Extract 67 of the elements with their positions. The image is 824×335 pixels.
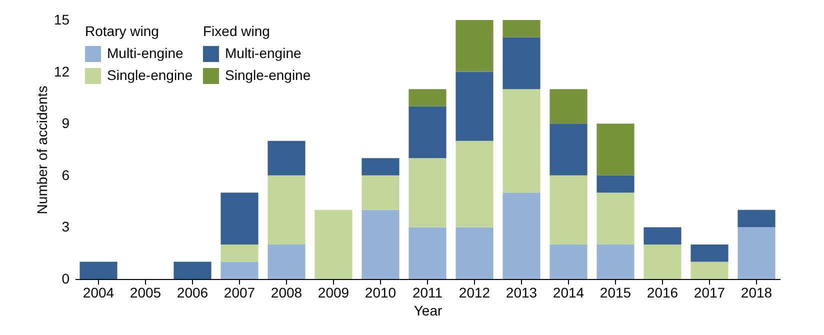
bar xyxy=(456,227,494,279)
bar xyxy=(596,175,634,193)
bar xyxy=(738,210,776,228)
bar xyxy=(174,262,212,279)
bar xyxy=(220,244,258,262)
x-axis-title: Year xyxy=(414,302,442,318)
x-tick-label: 2006 xyxy=(176,284,208,300)
bar xyxy=(314,210,352,279)
bar xyxy=(690,262,728,279)
y-tick-label: 9 xyxy=(62,115,70,132)
y-tick-label: 0 xyxy=(62,270,70,286)
bar xyxy=(220,262,258,279)
bar xyxy=(644,227,682,244)
x-tick-label: 2004 xyxy=(82,284,114,300)
bar xyxy=(362,210,400,279)
bar xyxy=(596,192,634,244)
bar xyxy=(502,192,540,279)
bar xyxy=(268,244,306,279)
bar xyxy=(456,72,494,141)
bar xyxy=(408,158,446,228)
legend-label: Single-engine xyxy=(107,67,193,83)
bar xyxy=(596,244,634,279)
bar xyxy=(268,140,306,176)
y-tick-label: 6 xyxy=(62,166,70,183)
y-tick-label: 3 xyxy=(62,218,70,235)
x-tick-label: 2015 xyxy=(600,284,632,300)
bar xyxy=(596,124,634,176)
bar xyxy=(690,244,728,262)
bar xyxy=(220,192,258,244)
legend-label: Multi-engine xyxy=(107,45,184,61)
bar xyxy=(456,140,494,228)
x-tick-label: 2008 xyxy=(270,284,302,300)
annotation: Fixed wing xyxy=(203,23,270,39)
bar xyxy=(362,158,400,176)
legend-label: Multi-engine xyxy=(225,45,302,61)
bar xyxy=(738,227,776,279)
x-tick-label: 2017 xyxy=(694,284,726,300)
x-tick-label: 2014 xyxy=(552,284,584,300)
x-tick-label: 2012 xyxy=(458,284,490,300)
bar xyxy=(456,20,494,72)
bar xyxy=(80,262,118,279)
x-tick-label: 2010 xyxy=(364,284,396,300)
bar xyxy=(502,20,540,38)
y-tick-label: 12 xyxy=(54,63,70,80)
annotation: Rotary wing xyxy=(85,23,159,39)
bar xyxy=(550,89,588,124)
x-tick-label: 2016 xyxy=(646,284,678,300)
x-tick-label: 2011 xyxy=(412,284,443,300)
x-tick-label: 2013 xyxy=(506,284,538,300)
x-tick-label: 2009 xyxy=(318,284,350,300)
bar xyxy=(408,89,446,106)
x-tick-label: 2007 xyxy=(224,284,256,300)
bar xyxy=(502,89,540,193)
x-tick-label: 2018 xyxy=(740,284,772,300)
bar xyxy=(550,124,588,176)
legend-label: Single-engine xyxy=(225,67,311,83)
bar xyxy=(408,106,446,158)
bar xyxy=(550,244,588,279)
bar xyxy=(408,227,446,279)
bar xyxy=(644,244,682,279)
y-tick-label: 15 xyxy=(54,12,70,28)
bar xyxy=(550,175,588,244)
bar xyxy=(362,175,400,210)
bar xyxy=(268,175,306,244)
bar xyxy=(502,37,540,90)
x-tick-label: 2005 xyxy=(130,284,162,300)
y-axis-title: Number of accidents xyxy=(34,86,50,214)
